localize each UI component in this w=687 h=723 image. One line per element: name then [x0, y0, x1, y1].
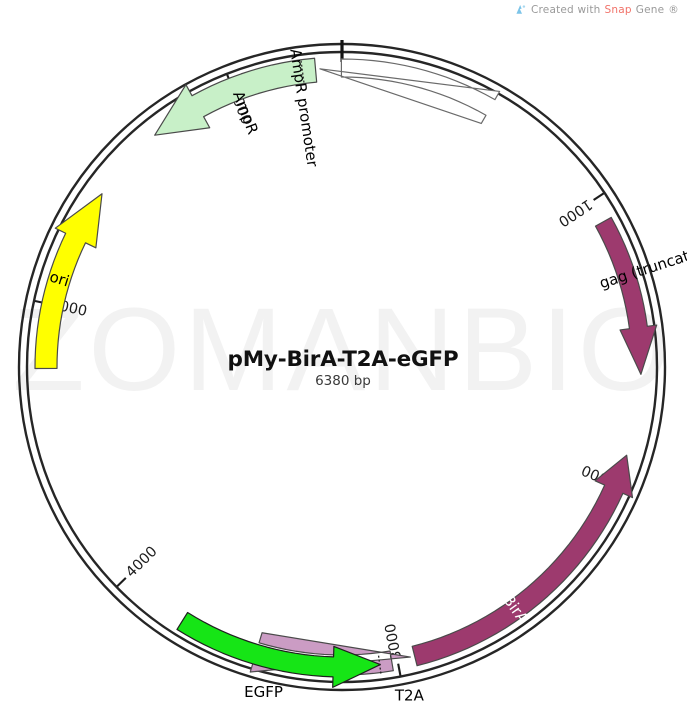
feature-egfp[interactable]: EGFP: [176, 611, 382, 702]
feature-label-t2a: T2A: [394, 687, 425, 705]
tick-mark-1000: [593, 192, 605, 201]
feature-arrow-shape[interactable]: [154, 57, 318, 136]
snapgene-credit: Created with Snap Gene ®: [514, 3, 679, 16]
feature-arrow-shape[interactable]: [319, 58, 501, 125]
feature-arrow-shape[interactable]: [34, 193, 103, 370]
tick-label-4000: 4000: [123, 544, 161, 581]
egfp-t2a-junction-divider: [377, 655, 382, 674]
tick-mark-4000: [116, 577, 127, 588]
credit-prefix-label: Created with: [530, 3, 601, 16]
feature-label-ori: ori: [47, 267, 71, 290]
watermark-zomanbio: ZOMANBIO: [12, 284, 673, 416]
plasmid-size-label: 6380 bp: [315, 373, 371, 389]
feature-label-ampr-promoter: AmpR promoter: [286, 48, 321, 169]
feature-arrow-shape[interactable]: [411, 454, 634, 667]
feature-label-egfp: EGFP: [244, 683, 283, 701]
tick-mark-3000: [397, 663, 402, 676]
credit-registered-mark: ®: [668, 3, 679, 16]
feature-ampr-promoter[interactable]: AmpR promoter: [286, 48, 501, 169]
snapgene-logo-icon: [514, 3, 527, 16]
feature-ori[interactable]: ori: [34, 193, 103, 370]
page-title: pMy-BirA-T2A-eGFP: [228, 347, 459, 372]
credit-brand-snap: Snap: [604, 3, 632, 16]
feature-arrow-shape[interactable]: [176, 611, 381, 688]
tick-label-1000: 1000: [555, 196, 595, 230]
credit-brand-gene: Gene: [635, 3, 665, 16]
feature-arrow-shape[interactable]: [594, 216, 658, 375]
